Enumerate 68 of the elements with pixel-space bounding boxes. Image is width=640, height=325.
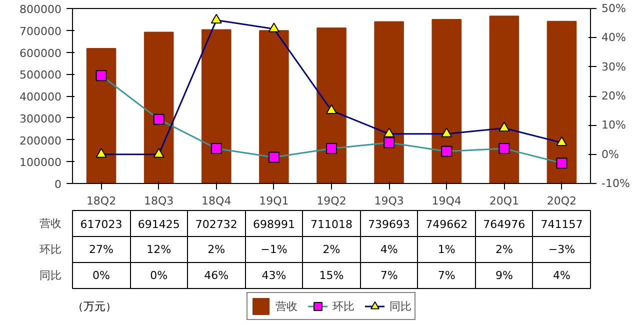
data-label: 4% xyxy=(380,243,398,256)
text: 环比 xyxy=(40,243,62,256)
legend-label: 同比 xyxy=(390,298,412,314)
data-label: 4% xyxy=(552,269,570,282)
data-label: 764976 xyxy=(483,218,526,231)
data-label: 2% xyxy=(495,243,513,256)
y-tick-label: 300000 xyxy=(20,112,62,126)
bar xyxy=(432,19,462,184)
y-tick-label: 400000 xyxy=(20,90,62,104)
y2-tick-label: 30% xyxy=(602,60,626,74)
bar xyxy=(259,30,289,184)
y-tick-label: 700000 xyxy=(20,24,62,38)
data-label: 741157 xyxy=(540,218,583,231)
data-label: 698991 xyxy=(252,218,295,231)
y2-tick-label: -10% xyxy=(602,177,630,190)
data-label: 0% xyxy=(150,269,168,282)
bar xyxy=(202,29,232,184)
bar xyxy=(374,21,404,184)
x-tick-label: 18Q4 xyxy=(202,194,232,208)
bar xyxy=(144,32,174,184)
data-label: 749662 xyxy=(426,218,468,231)
data-label: 2% xyxy=(322,243,340,256)
y2-tick-label: 50% xyxy=(602,2,626,15)
x-tick-label: 19Q2 xyxy=(316,194,346,208)
bar xyxy=(86,48,116,184)
data-label: 12% xyxy=(146,243,172,256)
y2-tick-label: 20% xyxy=(602,90,626,102)
y-tick-label: 0 xyxy=(54,178,62,191)
data-label: 15% xyxy=(319,269,344,282)
data-label: 1% xyxy=(438,243,456,256)
y-tick-label: 100000 xyxy=(20,156,62,170)
x-tick-label: 18Q2 xyxy=(86,194,116,208)
data-label: 9% xyxy=(495,269,513,282)
y2-tick-label: 0% xyxy=(602,148,619,161)
bar xyxy=(489,16,520,184)
x-tick-label: 20Q1 xyxy=(489,194,519,208)
y2-tick-label: 10% xyxy=(602,118,626,132)
text: 营收 xyxy=(40,217,62,230)
x-tick-label: 19Q1 xyxy=(259,194,289,208)
data-label: 7% xyxy=(380,269,398,282)
data-label: 739693 xyxy=(368,218,410,231)
data-label: 7% xyxy=(438,269,456,282)
y-tick-label: 500000 xyxy=(20,68,62,82)
text: （万元） xyxy=(72,300,116,313)
data-label: 617023 xyxy=(80,218,122,231)
data-label: 2% xyxy=(208,243,226,256)
bar xyxy=(316,27,346,184)
data-label: 702732 xyxy=(195,218,238,231)
data-label: 27% xyxy=(89,243,114,256)
data-label: 691425 xyxy=(138,218,180,231)
y-tick-label: 200000 xyxy=(20,134,62,148)
x-tick-label: 19Q3 xyxy=(374,194,404,208)
data-label: 711018 xyxy=(310,218,353,231)
data-label: 0% xyxy=(92,269,110,282)
y-tick-label: 600000 xyxy=(20,46,62,60)
legend-label: 环比 xyxy=(332,298,354,314)
data-label: 43% xyxy=(262,269,286,282)
bar xyxy=(546,20,577,184)
text: 同比 xyxy=(40,269,62,282)
data-label: −1% xyxy=(260,243,288,256)
y2-tick-label: 40% xyxy=(602,31,626,44)
data-label: −3% xyxy=(548,243,576,256)
y-tick-label: 800000 xyxy=(20,3,62,16)
legend-label: 营收 xyxy=(276,298,298,314)
x-tick-label: 19Q4 xyxy=(432,194,462,208)
data-label: 46% xyxy=(204,269,229,282)
x-tick-label: 20Q2 xyxy=(546,194,577,208)
x-tick-label: 18Q3 xyxy=(144,194,174,208)
